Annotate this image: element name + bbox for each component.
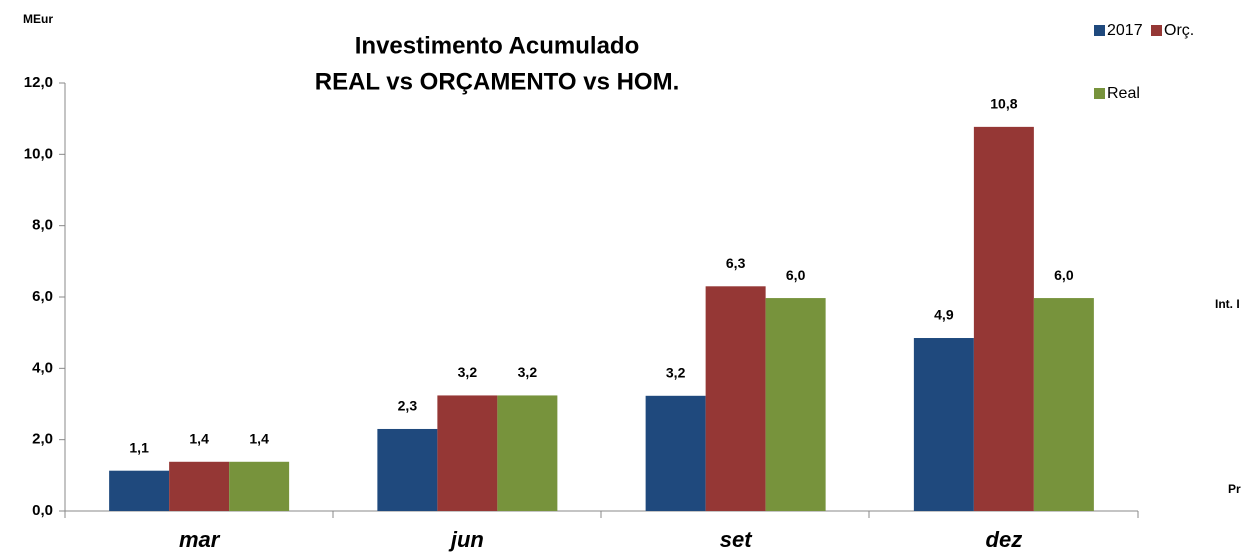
data-label: 1,1: [129, 439, 149, 455]
x-tick-label: dez: [986, 527, 1023, 552]
bar: [645, 395, 706, 511]
data-label: 4,9: [934, 307, 954, 323]
data-label: 6,0: [786, 267, 806, 283]
legend-label: Real: [1107, 85, 1140, 102]
bar: [497, 395, 558, 511]
data-label: 3,2: [518, 364, 538, 380]
data-label: 1,4: [249, 430, 269, 446]
bar: [437, 395, 498, 511]
annotation: Pr: [1228, 482, 1241, 496]
bar: [913, 338, 974, 511]
legend-label: 2017: [1107, 22, 1143, 39]
x-tick-label: set: [720, 527, 753, 552]
data-label: 10,8: [990, 96, 1017, 112]
bar: [377, 428, 438, 511]
legend-swatch: [1094, 88, 1105, 99]
chart-title: Investimento Acumulado: [355, 32, 639, 59]
legend-swatch: [1094, 25, 1105, 36]
legend-label: Orç.: [1164, 22, 1194, 39]
y-tick-label: 6,0: [32, 288, 53, 305]
chart-title: REAL vs ORÇAMENTO vs HOM.: [315, 68, 680, 95]
data-label: 3,2: [666, 364, 686, 380]
bar: [765, 298, 826, 511]
data-label: 2,3: [398, 398, 418, 414]
data-label: 3,2: [458, 364, 478, 380]
legend-swatch: [1151, 25, 1162, 36]
x-tick-label: jun: [448, 527, 484, 552]
bar: [169, 461, 230, 511]
data-label: 6,0: [1054, 267, 1074, 283]
y-tick-label: 2,0: [32, 431, 53, 448]
y-tick-label: 10,0: [24, 145, 53, 162]
data-label: 6,3: [726, 255, 746, 271]
y-tick-label: 8,0: [32, 217, 53, 234]
bar: [229, 461, 290, 511]
bar: [705, 286, 766, 511]
bar: [1033, 298, 1094, 511]
annotation: Int. I: [1215, 297, 1240, 311]
bar: [973, 126, 1034, 512]
x-tick-label: mar: [179, 527, 221, 552]
y-tick-label: 12,0: [24, 74, 53, 91]
y-axis-label: MEur: [23, 12, 53, 26]
y-tick-label: 4,0: [32, 359, 53, 376]
bar: [109, 470, 170, 511]
y-tick-label: 0,0: [32, 502, 53, 519]
data-label: 1,4: [189, 430, 209, 446]
